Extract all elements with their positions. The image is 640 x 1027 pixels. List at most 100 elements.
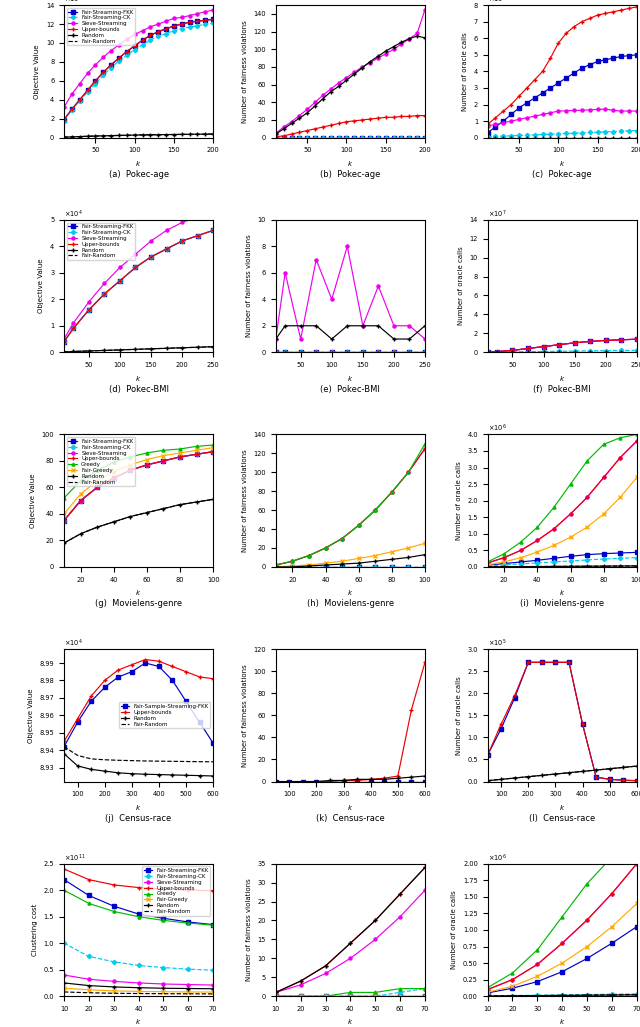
Fair-Streaming-CK	[115, 54, 123, 67]
Fair-Greedy	[176, 447, 184, 459]
Title: (k)  Census-race: (k) Census-race	[316, 814, 385, 823]
Fair-Streaming-FKK	[139, 34, 147, 46]
Fair-Streaming-CK	[194, 229, 202, 241]
Text: $\times 10^{6}$: $\times 10^{6}$	[488, 423, 506, 434]
Fair-Random	[194, 341, 202, 353]
Sieve-Streaming	[93, 482, 101, 494]
Fair-Greedy	[93, 474, 101, 487]
Fair-Random	[147, 128, 154, 141]
Fair-Streaming-FKK	[70, 322, 77, 335]
Fair-Random	[115, 754, 122, 766]
Random	[123, 129, 131, 142]
Text: $\times 10^{7}$: $\times 10^{7}$	[488, 0, 506, 5]
Fair-Random	[110, 987, 118, 999]
Title: (j)  Census-race: (j) Census-race	[106, 814, 172, 823]
Sieve-Streaming	[178, 11, 186, 24]
Sieve-Streaming	[76, 77, 84, 89]
Upper-bounds	[68, 103, 76, 115]
Line: Upper-bounds: Upper-bounds	[63, 229, 214, 343]
Fair-Streaming-CK	[70, 322, 77, 335]
Fair-Random	[60, 986, 68, 998]
Fair-Greedy	[209, 986, 217, 998]
Fair-Random	[209, 988, 217, 1000]
Sieve-Streaming	[193, 448, 200, 460]
Fair-Random	[209, 341, 217, 353]
Y-axis label: Number of fairness violations: Number of fairness violations	[246, 234, 252, 338]
Fair-Greedy	[60, 507, 68, 520]
Line: Random: Random	[63, 132, 214, 139]
Y-axis label: Objective Value: Objective Value	[38, 259, 44, 313]
Fair-Streaming-FKK	[60, 873, 68, 885]
Line: Fair-Greedy: Fair-Greedy	[63, 446, 214, 516]
Random	[100, 344, 108, 356]
Greedy	[159, 444, 167, 456]
Greedy	[209, 439, 217, 451]
Sieve-Streaming	[108, 44, 115, 56]
Fair-Random	[74, 750, 81, 762]
Upper-bounds	[202, 14, 209, 27]
Fair-Streaming-FKK	[100, 288, 108, 300]
Upper-bounds	[70, 322, 77, 335]
Fair-Streaming-CK	[186, 21, 193, 33]
Fair-Random	[170, 128, 178, 141]
Random	[108, 129, 115, 142]
Sieve-Streaming	[194, 211, 202, 223]
Random	[147, 128, 154, 141]
Random	[209, 983, 217, 995]
Fair-Random	[127, 510, 134, 523]
Fair-Random	[184, 988, 192, 1000]
Fair-Sample-Streaming-FKK	[60, 740, 68, 753]
Sieve-Streaming	[154, 17, 162, 30]
Upper-bounds	[127, 464, 134, 477]
Fair-Streaming-CK	[60, 937, 68, 949]
Line: Fair-Random: Fair-Random	[64, 347, 213, 352]
Upper-bounds	[131, 40, 138, 52]
Title: (h)  Movielens-genre: (h) Movielens-genre	[307, 600, 394, 608]
Greedy	[110, 456, 118, 468]
Fair-Streaming-FKK	[202, 14, 209, 27]
Fair-Random	[179, 342, 186, 354]
Fair-Random	[108, 129, 115, 142]
Sieve-Streaming	[123, 33, 131, 45]
Sieve-Streaming	[70, 317, 77, 330]
Sieve-Streaming	[186, 9, 193, 22]
Random	[60, 346, 68, 358]
Fair-Random	[110, 516, 118, 528]
Sieve-Streaming	[110, 976, 118, 988]
Upper-bounds	[193, 448, 200, 460]
X-axis label: $k$: $k$	[348, 159, 353, 167]
Upper-bounds	[115, 52, 123, 65]
Random	[74, 760, 81, 772]
Fair-Streaming-CK	[110, 955, 118, 967]
Fair-Sample-Streaming-FKK	[128, 665, 136, 678]
Line: Upper-bounds: Upper-bounds	[63, 658, 214, 743]
Upper-bounds	[115, 663, 122, 676]
Fair-Streaming-FKK	[60, 336, 68, 348]
Title: (l)  Census-race: (l) Census-race	[529, 814, 595, 823]
X-axis label: $k$: $k$	[559, 1018, 565, 1026]
Random	[115, 129, 123, 142]
Line: Greedy: Greedy	[63, 444, 214, 499]
Sieve-Streaming	[159, 978, 167, 990]
Upper-bounds	[147, 251, 155, 263]
Greedy	[110, 905, 118, 917]
Title: (g)  Movielens-genre: (g) Movielens-genre	[95, 600, 182, 608]
Fair-Random	[209, 128, 217, 141]
Fair-Streaming-CK	[76, 94, 84, 107]
Sieve-Streaming	[176, 451, 184, 463]
Random	[141, 768, 149, 781]
Fair-Random	[209, 756, 217, 768]
Sieve-Streaming	[116, 261, 124, 273]
Upper-bounds	[209, 224, 217, 236]
Upper-bounds	[85, 304, 93, 316]
Line: Random: Random	[63, 752, 214, 777]
Greedy	[93, 464, 101, 477]
Y-axis label: Clustering cost: Clustering cost	[32, 904, 38, 956]
Fair-Streaming-CK	[77, 494, 84, 506]
Fair-Random	[163, 342, 170, 354]
Line: Fair-Sample-Streaming-FKK: Fair-Sample-Streaming-FKK	[63, 661, 214, 749]
Fair-Random	[116, 344, 124, 356]
Random	[60, 748, 68, 760]
Random	[99, 129, 107, 142]
Fair-Streaming-FKK	[209, 446, 217, 458]
